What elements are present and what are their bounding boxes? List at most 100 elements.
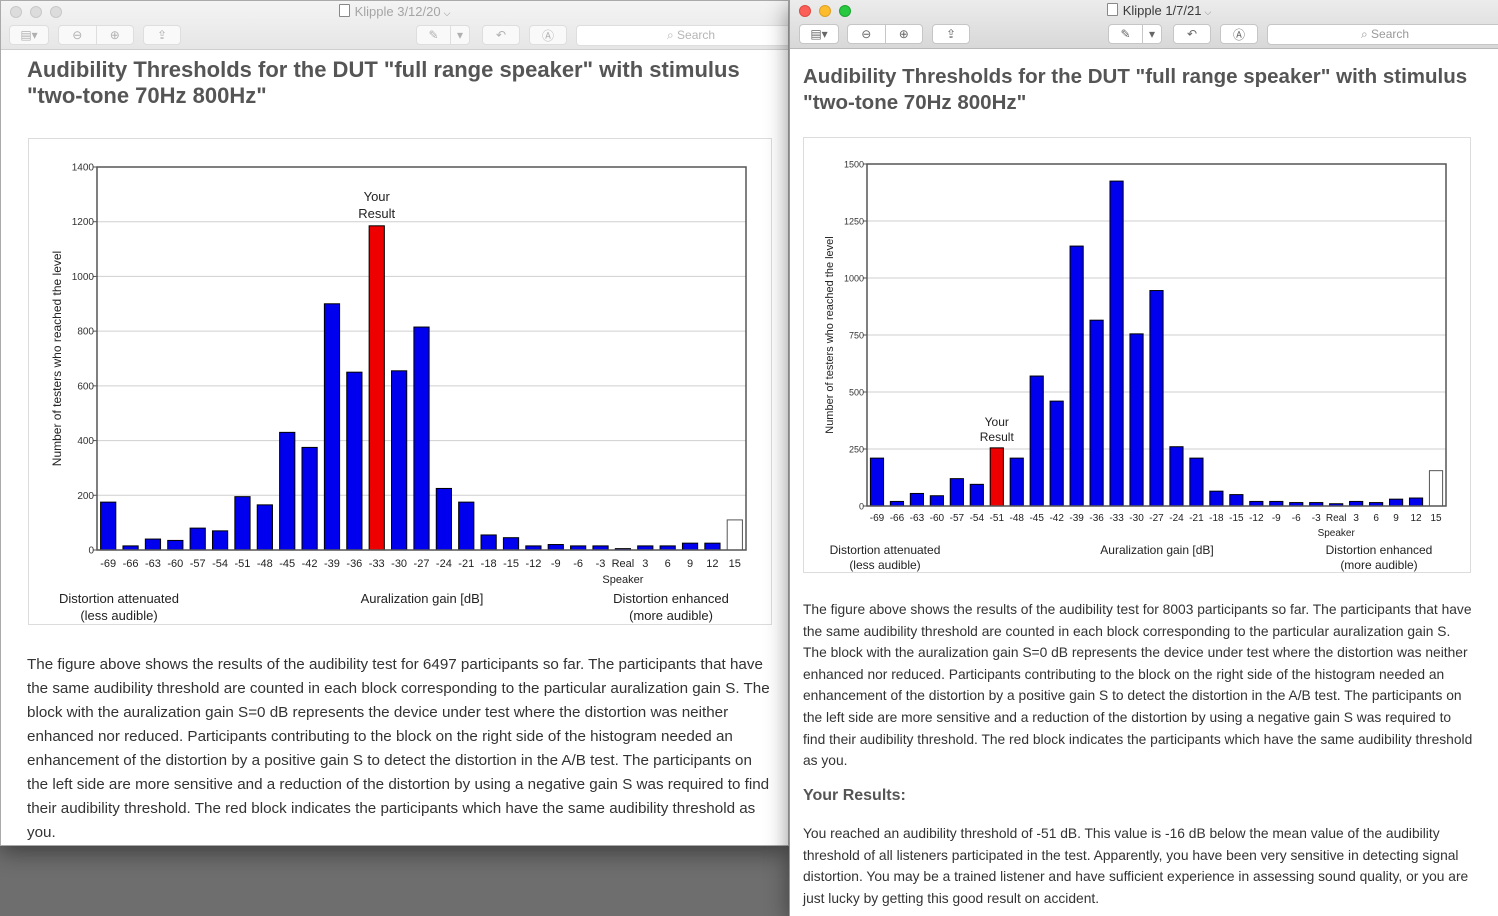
x-tick-label: -69 bbox=[870, 513, 885, 524]
close-window-button[interactable] bbox=[10, 6, 22, 18]
bar--63 bbox=[144, 538, 162, 551]
share-button[interactable]: ⇪ bbox=[143, 25, 181, 45]
your-result-label-line2: Result bbox=[358, 206, 395, 221]
y-tick-label: 500 bbox=[849, 388, 864, 398]
bar--18 bbox=[1209, 490, 1224, 507]
x-tick-label: -39 bbox=[1069, 513, 1084, 524]
zoom-window-button[interactable] bbox=[839, 5, 851, 17]
preview-window-right[interactable]: Klipple 1/7/21 ⌵ ▤▾ ⊖ ⊕ ⇪ ✎ ▾ ↶ Ⓐ ⌕ Searc… bbox=[789, 0, 1498, 916]
minimize-window-button[interactable] bbox=[30, 6, 42, 18]
bar-15 bbox=[1428, 470, 1444, 507]
x-tick-label: -39 bbox=[324, 558, 340, 570]
x-tick-label: -60 bbox=[167, 558, 183, 570]
x-tick-label: -3 bbox=[596, 558, 606, 570]
x-tick-label: 6 bbox=[1373, 513, 1379, 524]
rotate-button[interactable]: ↶ bbox=[1173, 24, 1211, 44]
zoom-in-button[interactable]: ⊕ bbox=[884, 25, 923, 43]
sidebar-toggle-button[interactable]: ▤▾ bbox=[9, 25, 49, 45]
search-field[interactable]: ⌕ Search bbox=[1267, 24, 1498, 45]
x-tick-label: -21 bbox=[458, 558, 474, 570]
your-result-label: Your bbox=[985, 415, 1009, 429]
your-result-label-line2: Result bbox=[980, 430, 1015, 444]
markup-button[interactable]: ✎ bbox=[417, 26, 450, 44]
zoom-in-icon: ⊕ bbox=[109, 28, 120, 42]
x-tick-label: -12 bbox=[1249, 513, 1264, 524]
markup-menu-button[interactable]: ▾ bbox=[450, 26, 469, 44]
bar--30 bbox=[1129, 333, 1144, 507]
markup-button[interactable]: ✎ bbox=[1109, 25, 1142, 43]
bar--63 bbox=[909, 492, 925, 507]
y-tick-label: 1200 bbox=[72, 217, 95, 228]
x-tick-label: -24 bbox=[1169, 513, 1184, 524]
x-tick-label: Real bbox=[612, 558, 635, 570]
preview-window-left[interactable]: Klipple 3/12/20 ⌵ ▤▾ ⊖ ⊕ ⇪ ✎ ▾ ↶ Ⓐ ⌕ Sear… bbox=[0, 0, 789, 846]
results-paragraph: You reached an audibility threshold of -… bbox=[803, 826, 1469, 906]
share-icon: ⇪ bbox=[945, 27, 957, 41]
zoom-in-button[interactable]: ⊕ bbox=[95, 26, 134, 44]
x-tick-label: -18 bbox=[1209, 513, 1224, 524]
x-tick-label-line2: Speaker bbox=[1318, 528, 1356, 539]
x-tick-label: -57 bbox=[190, 558, 206, 570]
bar--60 bbox=[167, 539, 184, 551]
bar-12 bbox=[1408, 497, 1424, 507]
markup-toolbar-button[interactable]: Ⓐ bbox=[1220, 24, 1258, 44]
zoom-out-button[interactable]: ⊖ bbox=[848, 25, 885, 43]
y-tick-label: 0 bbox=[859, 502, 864, 512]
x-tick-label: -57 bbox=[950, 513, 965, 524]
bar--42 bbox=[1049, 400, 1064, 507]
zoom-in-icon: ⊕ bbox=[898, 27, 909, 41]
rotate-icon: ↶ bbox=[495, 28, 507, 42]
chevron-down-icon[interactable]: ⌵ bbox=[1204, 7, 1212, 17]
right-note: Distortion enhanced bbox=[613, 591, 729, 606]
bar--60 bbox=[929, 495, 944, 507]
bar--39 bbox=[1069, 245, 1084, 507]
x-tick-label: 12 bbox=[706, 558, 718, 570]
bar-15 bbox=[726, 519, 743, 551]
y-tick-label: 750 bbox=[849, 331, 864, 341]
bar--69 bbox=[869, 457, 885, 507]
x-tick-label: -51 bbox=[235, 558, 251, 570]
markup-toolbar-button[interactable]: Ⓐ bbox=[529, 25, 567, 45]
x-tick-label: -18 bbox=[481, 558, 497, 570]
bar--69 bbox=[100, 501, 117, 551]
window-title: Klipple 3/12/20 ⌵ bbox=[1, 4, 788, 19]
title-bar[interactable]: Klipple 1/7/21 ⌵ ▤▾ ⊖ ⊕ ⇪ ✎ ▾ ↶ Ⓐ ⌕ Searc… bbox=[790, 0, 1498, 49]
document-content[interactable]: Audibility Thresholds for the DUT "full … bbox=[790, 49, 1498, 916]
bar--21 bbox=[458, 501, 475, 551]
x-tick-label: 12 bbox=[1410, 513, 1422, 524]
close-window-button[interactable] bbox=[799, 5, 811, 17]
sidebar-icon: ▤▾ bbox=[20, 28, 38, 42]
zoom-button-group: ⊖ ⊕ bbox=[847, 24, 923, 44]
share-icon: ⇪ bbox=[156, 28, 168, 42]
rotate-button[interactable]: ↶ bbox=[482, 25, 520, 45]
title-bar[interactable]: Klipple 3/12/20 ⌵ ▤▾ ⊖ ⊕ ⇪ ✎ ▾ ↶ Ⓐ ⌕ Sear… bbox=[1, 1, 788, 50]
zoom-window-button[interactable] bbox=[50, 6, 62, 18]
search-field[interactable]: ⌕ Search bbox=[576, 25, 788, 46]
bar--54 bbox=[969, 483, 984, 507]
y-tick-label: 400 bbox=[77, 436, 94, 447]
share-button[interactable]: ⇪ bbox=[932, 24, 970, 44]
x-tick-label: -3 bbox=[1312, 513, 1321, 524]
histogram-chart: 0 250 500 750 1000 1250 1500 -69 -66 -63 -60 -57 -54… bbox=[803, 137, 1471, 573]
chevron-down-icon[interactable]: ⌵ bbox=[443, 8, 451, 18]
plot-frame bbox=[866, 163, 1447, 507]
zoom-out-icon: ⊖ bbox=[72, 28, 83, 42]
left-note-line2: (less audible) bbox=[80, 608, 157, 623]
your-result-label: Your bbox=[364, 189, 391, 204]
bar--45 bbox=[279, 431, 296, 551]
x-tick-label-line2: Speaker bbox=[602, 574, 643, 586]
rotate-icon: ↶ bbox=[1186, 27, 1198, 41]
bar--54 bbox=[211, 530, 229, 551]
bar-9 bbox=[1388, 498, 1404, 507]
minimize-window-button[interactable] bbox=[819, 5, 831, 17]
right-note: Distortion enhanced bbox=[1326, 543, 1433, 557]
x-tick-label: -33 bbox=[369, 558, 385, 570]
sidebar-toggle-button[interactable]: ▤▾ bbox=[799, 24, 839, 44]
y-tick-label: 1000 bbox=[844, 274, 864, 284]
document-content[interactable]: Audibility Thresholds for the DUT "full … bbox=[1, 50, 788, 845]
zoom-out-button[interactable]: ⊖ bbox=[59, 26, 96, 44]
markup-menu-button[interactable]: ▾ bbox=[1142, 25, 1161, 43]
document-icon bbox=[338, 4, 350, 17]
chevron-down-icon: ▾ bbox=[1148, 27, 1156, 41]
x-tick-label: 3 bbox=[642, 558, 648, 570]
